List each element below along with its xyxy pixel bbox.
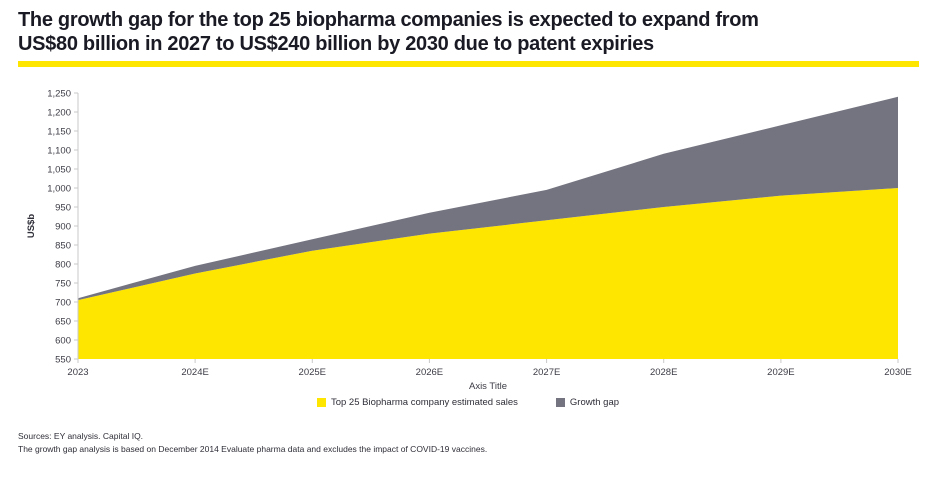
legend-item-growth-gap: Growth gap [555,397,620,408]
y-axis-tick-label: 650 [55,317,71,328]
y-axis-tick-label: 600 [55,336,71,347]
y-axis-tick-label: 1,000 [47,184,71,195]
y-axis-tick-label: 1,250 [47,89,71,100]
y-axis-tick-label: 1,100 [47,146,71,157]
x-axis-tick-label: 2029E [767,367,794,378]
note-line: The growth gap analysis is based on Dece… [18,443,488,454]
x-axis-tick-label: 2025E [299,367,326,378]
legend-swatch-estimated-sales [316,398,326,407]
y-axis-tick-label: 1,200 [47,108,71,119]
y-axis-tick-label: 800 [55,260,71,271]
x-axis-tick-label: 2023 [67,367,88,378]
y-axis-tick-label: 900 [55,222,71,233]
chart-area: 550 600 650 700 750 800 850 900 950 1,000 1,050 1,1… [0,85,936,393]
page-title: The growth gap for the top 25 biopharma … [18,9,759,55]
title-accent-rule [18,61,919,67]
x-axis-tick-label: 2027E [533,367,560,378]
x-axis-tick-label: 2028E [650,367,677,378]
x-axis-title: Axis Title [469,381,507,392]
y-axis-tick-label: 1,150 [47,127,71,138]
y-axis-tick-label: 1,050 [47,165,71,176]
legend-label-growth-gap: Growth gap [569,397,620,408]
legend-swatch-growth-gap [555,398,565,407]
area-estimated-sales [78,188,898,359]
y-axis-tick-label: 750 [55,279,71,290]
source-line: Sources: EY analysis. Capital IQ. [18,431,144,441]
area-growth-gap [78,96,898,301]
y-axis-tick-label: 950 [55,203,71,214]
legend-item-estimated-sales: Top 25 Biopharma company estimated sales [316,397,518,408]
y-axis-tick-label: 550 [55,355,71,366]
x-axis-tick-label: 2024E [181,367,208,378]
x-axis-tick-label: 2026E [416,367,443,378]
y-axis-tick-label: 700 [55,298,71,309]
legend-label-estimated-sales: Top 25 Biopharma company estimated sales [330,397,518,408]
chart-legend: Top 25 Biopharma company estimated sales… [0,397,936,408]
y-axis-tick-label: 850 [55,241,71,252]
source-notes: Sources: EY analysis. Capital IQ. The gr… [18,430,936,456]
x-axis-tick-label: 2030E [884,367,911,378]
y-axis-title: US$b [26,214,37,238]
growth-gap-stacked-area-chart: 550 600 650 700 750 800 850 900 950 1,000 1,050 1,1… [26,89,912,393]
